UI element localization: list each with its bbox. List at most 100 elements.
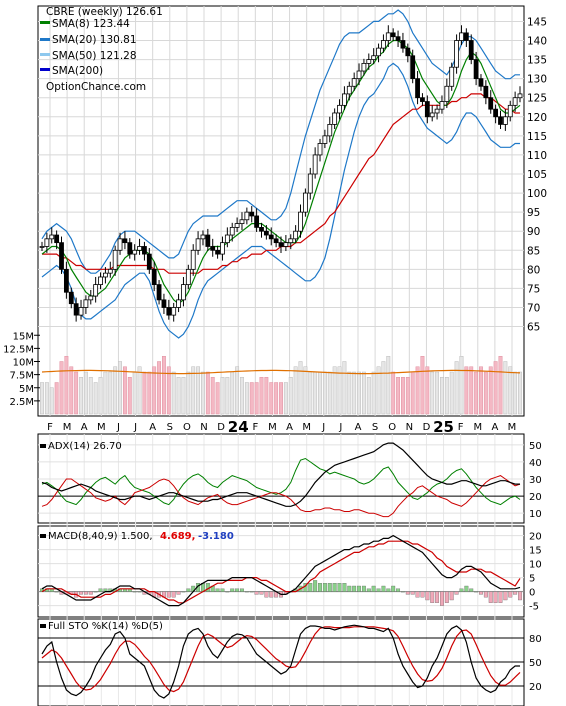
macd-histogram-bar (244, 591, 249, 593)
volume-bar (44, 382, 49, 415)
price-tick-label: 140 (527, 36, 547, 48)
x-tick-label: J (338, 422, 342, 433)
macd-histogram-bar (371, 585, 376, 592)
volume-bar (469, 366, 474, 415)
stoch-d-line (41, 626, 521, 693)
legend-swatch-sma8 (40, 21, 50, 24)
volume-tick-label: 5M (19, 384, 34, 395)
macd-histogram-bar (264, 591, 269, 598)
volume-bar (132, 371, 137, 415)
volume-bar (440, 377, 444, 415)
x-tick-label: A (149, 422, 156, 433)
candle-body (244, 211, 250, 221)
x-tick-label: 24 (228, 418, 249, 436)
volume-bar (493, 361, 498, 415)
candle-body (342, 93, 347, 106)
candle-body (263, 230, 269, 236)
candle-body (98, 276, 103, 286)
volume-bar (454, 361, 459, 415)
x-tick-label: M (302, 422, 311, 433)
chart-title: CBRE (weekly) 126.61 (46, 6, 163, 18)
x-tick-label: M (473, 422, 482, 433)
candle-body (322, 135, 328, 144)
candle-body (220, 242, 225, 255)
volume-bar (288, 377, 293, 415)
candle-body (200, 234, 206, 240)
macd-histogram-bar (79, 591, 83, 595)
volume-bar (488, 366, 493, 415)
candle-body (166, 307, 172, 316)
macd-histogram-bar (518, 591, 522, 601)
volume-bar (464, 366, 469, 415)
volume-bar (235, 366, 240, 415)
stoch-tick-label: 50 (529, 658, 542, 669)
volume-bar (210, 377, 215, 415)
macd-histogram-bar (361, 585, 366, 592)
volume-bar (352, 371, 357, 415)
x-tick-label: M (97, 422, 106, 433)
price-tick-label: 130 (527, 74, 547, 86)
candle-body (351, 78, 357, 87)
macd-tick-label: 5 (529, 574, 535, 585)
candle-body (346, 85, 352, 95)
macd-histogram-bar (337, 583, 342, 592)
volume-bar (88, 377, 93, 415)
volume-bar (459, 356, 464, 415)
macd-histogram-bar (137, 591, 142, 593)
candle-body (415, 78, 420, 99)
candle-body (127, 242, 133, 255)
macd-label-text: MACD(8,40,9) 1.500, (48, 531, 153, 542)
macd-histogram-bar (391, 585, 396, 592)
candle-body (185, 268, 191, 286)
x-tick-label: A (355, 422, 362, 433)
volume-bar (396, 377, 401, 415)
volume-tick-label: 7.5M (9, 371, 34, 382)
candle-body (88, 295, 94, 301)
macd-histogram-bar (459, 588, 464, 592)
volume-tick-label: 15M (13, 331, 34, 342)
volume-bar (332, 366, 337, 415)
x-tick-label: F (47, 422, 53, 433)
macd-histogram-bar (225, 591, 230, 593)
candle-body (478, 78, 484, 87)
macd-histogram-bar (440, 591, 444, 606)
candle-body (39, 246, 45, 248)
macd-histogram-bar (342, 583, 347, 592)
adx-line (41, 442, 520, 507)
candle-body (107, 268, 113, 274)
volume-bar (176, 377, 181, 415)
adx-series (41, 442, 521, 518)
stoch-tick-label: 20 (529, 682, 542, 693)
volume-average-line (41, 369, 521, 375)
adx-tick-label: 40 (529, 458, 542, 469)
volume-tick-label: 10M (13, 358, 34, 369)
macd-histogram-bar (88, 591, 93, 595)
volume-bar (181, 377, 186, 415)
price-tick-label: 80 (527, 264, 540, 276)
price-series (39, 9, 523, 339)
volume-bar (327, 371, 332, 415)
volume-bar (40, 382, 44, 415)
candle-body (293, 230, 299, 240)
price-tick-label: 85 (527, 245, 540, 257)
candle-body (283, 242, 289, 247)
volume-bar (342, 361, 347, 415)
volume-bar (518, 371, 522, 415)
candle-body (249, 211, 255, 217)
candle-body (49, 234, 55, 240)
volume-bar (366, 377, 371, 415)
macd-histogram-bar (240, 588, 244, 592)
volume-bar (498, 356, 503, 415)
volume-bar (93, 382, 98, 415)
candle-body (278, 242, 284, 247)
macd-histogram-bar (425, 591, 430, 601)
macd-histogram-bar (215, 588, 220, 592)
bollinger-upper-line (41, 9, 520, 274)
volume-bar (230, 371, 235, 415)
volume-bar (259, 377, 264, 415)
volume-bar (483, 371, 488, 415)
macd-histogram-bar (54, 591, 59, 593)
volume-bar (474, 371, 479, 415)
macd-histogram-bar (454, 591, 459, 595)
candle-body (395, 36, 401, 41)
